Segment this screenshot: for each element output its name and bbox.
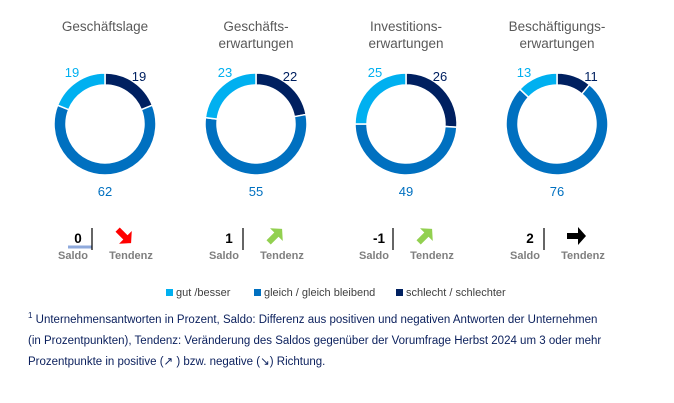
legend-label-2: gleich / gleich bleibend — [264, 287, 375, 299]
legend-item-3: schlecht / schlechter — [396, 287, 506, 299]
value-label-gleich-3: 49 — [399, 184, 413, 199]
saldo-tendenz-2: 1 Saldo Tendenz — [209, 228, 304, 262]
saldo-label-2: Saldo — [209, 250, 239, 262]
donut-slice-gut-3 — [354, 72, 407, 125]
legend-item-2: gleich / gleich bleibend — [254, 287, 375, 299]
donut-slice-gleich-1 — [53, 104, 157, 176]
donut-slice-gleich-3 — [354, 123, 458, 176]
legend: gut /besser gleich / gleich bleibend schle… — [166, 287, 506, 299]
value-label-schlecht-1: 19 — [132, 69, 146, 84]
footnote: 1 Unternehmensantworten in Prozent, Sald… — [28, 305, 658, 373]
value-label-gut-1: 19 — [65, 65, 79, 80]
saldo-value-1: 0 — [74, 231, 82, 246]
donut-slice-gut-1 — [56, 72, 106, 111]
value-label-gut-2: 23 — [218, 65, 232, 80]
footnote-line-1: 1 Unternehmensantworten in Prozent, Sald… — [28, 311, 598, 326]
saldo-tendenz-1: 0 Saldo Tendenz — [58, 227, 153, 262]
donut-chart-2: Geschäfts-erwartungen 22 55 23 1 Saldo Tendenz — [204, 19, 308, 262]
chart-title-4-line-1: Beschäftigungs- — [509, 19, 606, 34]
donut-slice-gleich-2 — [204, 113, 308, 176]
donut-slice-gleich-4 — [505, 83, 609, 176]
chart-title-2-line-2: erwartungen — [218, 36, 293, 51]
footnote-marker: 1 — [28, 311, 33, 320]
tendenz-arrow-icon-2 — [266, 228, 283, 245]
value-label-gleich-4: 76 — [550, 184, 564, 199]
tendenz-label-4: Tendenz — [561, 250, 605, 262]
arrow-down-icon: ↘ — [260, 355, 270, 368]
footnote-line-2: (in Prozentpunkten), Tendenz: Veränderun… — [28, 334, 602, 347]
saldo-label-3: Saldo — [359, 250, 389, 262]
saldo-value-2: 1 — [225, 231, 233, 246]
saldo-tendenz-4: 2 Saldo Tendenz — [510, 227, 605, 262]
donut-chart-4: Beschäftigungs-erwartungen 11 76 13 2 Saldo Te… — [505, 19, 609, 262]
saldo-label-1: Saldo — [58, 250, 88, 262]
value-label-schlecht-2: 22 — [283, 69, 297, 84]
saldo-tendenz-3: -1 Saldo Tendenz — [359, 228, 454, 262]
tendenz-arrow-icon-3 — [416, 228, 433, 245]
value-label-gut-4: 13 — [517, 65, 531, 80]
donut-slice-schlecht-3 — [405, 72, 458, 128]
donut-slice-gut-4 — [518, 72, 558, 99]
donut-slice-schlecht-2 — [255, 72, 307, 118]
legend-swatch-3 — [396, 289, 403, 296]
value-label-schlecht-3: 26 — [433, 69, 447, 84]
value-label-gleich-1: 62 — [98, 184, 112, 199]
saldo-value-4: 2 — [526, 231, 534, 246]
legend-swatch-1 — [166, 289, 173, 296]
legend-label-3: schlecht / schlechter — [406, 287, 506, 299]
saldo-value-3: -1 — [373, 231, 385, 246]
value-label-schlecht-4: 11 — [584, 69, 598, 84]
chart-title-3-line-1: Investitions- — [370, 19, 442, 34]
tendenz-label-1: Tendenz — [109, 250, 153, 262]
tendenz-arrow-icon-1 — [115, 227, 132, 244]
arrow-up-icon: ↗ — [163, 355, 174, 368]
tendenz-label-2: Tendenz — [260, 250, 304, 262]
chart-title-1-line-1: Geschäftslage — [62, 19, 148, 34]
footnote-line-3: Prozentpunkte in positive (↗ ) bzw. nega… — [28, 355, 326, 368]
saldo-label-4: Saldo — [510, 250, 540, 262]
donut-chart-1: Geschäftslage 19 62 19 0 Saldo Tendenz — [53, 19, 157, 262]
chart-title-2-line-1: Geschäfts- — [223, 19, 288, 34]
value-label-gut-3: 25 — [368, 65, 382, 80]
chart-title-3-line-2: erwartungen — [368, 36, 443, 51]
legend-swatch-2 — [254, 289, 261, 296]
legend-label-1: gut /besser — [176, 287, 231, 299]
donut-chart-3: Investitions-erwartungen 26 49 25 -1 Saldo Ten… — [354, 19, 458, 262]
legend-item-1: gut /besser — [166, 287, 231, 299]
value-label-gleich-2: 55 — [249, 184, 263, 199]
tendenz-arrow-icon-4 — [567, 227, 586, 245]
tendenz-label-3: Tendenz — [410, 250, 454, 262]
donut-slice-gut-2 — [204, 72, 257, 120]
chart-title-4-line-2: erwartungen — [519, 36, 594, 51]
